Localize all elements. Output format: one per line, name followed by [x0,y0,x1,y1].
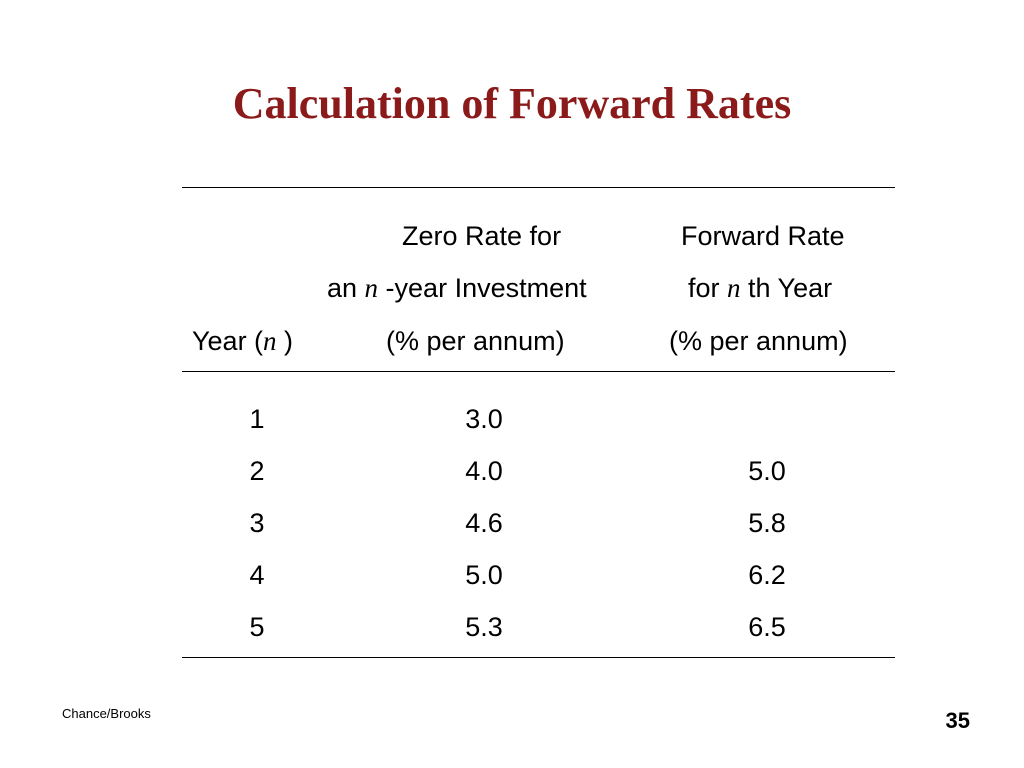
footer-credit: Chance/Brooks [62,706,151,721]
table-header-rule [182,371,895,372]
forward-rate-header-line1: Forward Rate [681,221,845,251]
forward-rate-cell: 5.0 [748,456,786,486]
zero-rate-header-line1: Zero Rate for [402,221,562,251]
zero-rate-cell: 5.0 [465,560,503,590]
forward-rate-header-line2-post: th Year [740,273,833,303]
zero-rate-cell: 5.3 [465,612,503,642]
zero-rate-header-line2-post: -year Investment [378,273,587,303]
slide-title: Calculation of Forward Rates [232,79,792,128]
year-header-pre: Year ( [192,326,264,356]
zero-rate-header-line2-pre: an [327,273,365,303]
year-cell: 5 [249,612,265,642]
table-bottom-rule [182,657,895,658]
zero-rate-header-line2: an n -year Investment [327,272,587,304]
year-cell: 1 [249,404,265,434]
zero-rate-cell: 4.0 [465,456,503,486]
zero-rate-header-line3: (% per annum) [386,326,565,356]
page-number: 35 [945,708,970,733]
zero-rate-cell: 3.0 [465,404,503,434]
forward-rate-header-line3: (% per annum) [669,326,848,356]
zero-rate-header-variable: n [364,273,379,303]
year-cell: 3 [249,508,265,538]
table-top-rule [182,187,895,188]
forward-rate-header-variable: n [727,273,741,303]
forward-rate-header-line2: for n th Year [688,272,832,304]
year-header-post: ) [276,326,294,356]
year-header-variable: n [263,326,277,356]
year-header: Year (n ) [192,325,293,357]
zero-rate-cell: 4.6 [465,508,503,538]
forward-rate-cell: 5.8 [748,508,786,538]
forward-rate-cell: 6.2 [748,560,786,590]
year-cell: 4 [249,560,265,590]
forward-rate-header-line2-pre: for [688,273,728,303]
forward-rate-cell: 6.5 [748,612,786,642]
year-cell: 2 [249,456,265,486]
